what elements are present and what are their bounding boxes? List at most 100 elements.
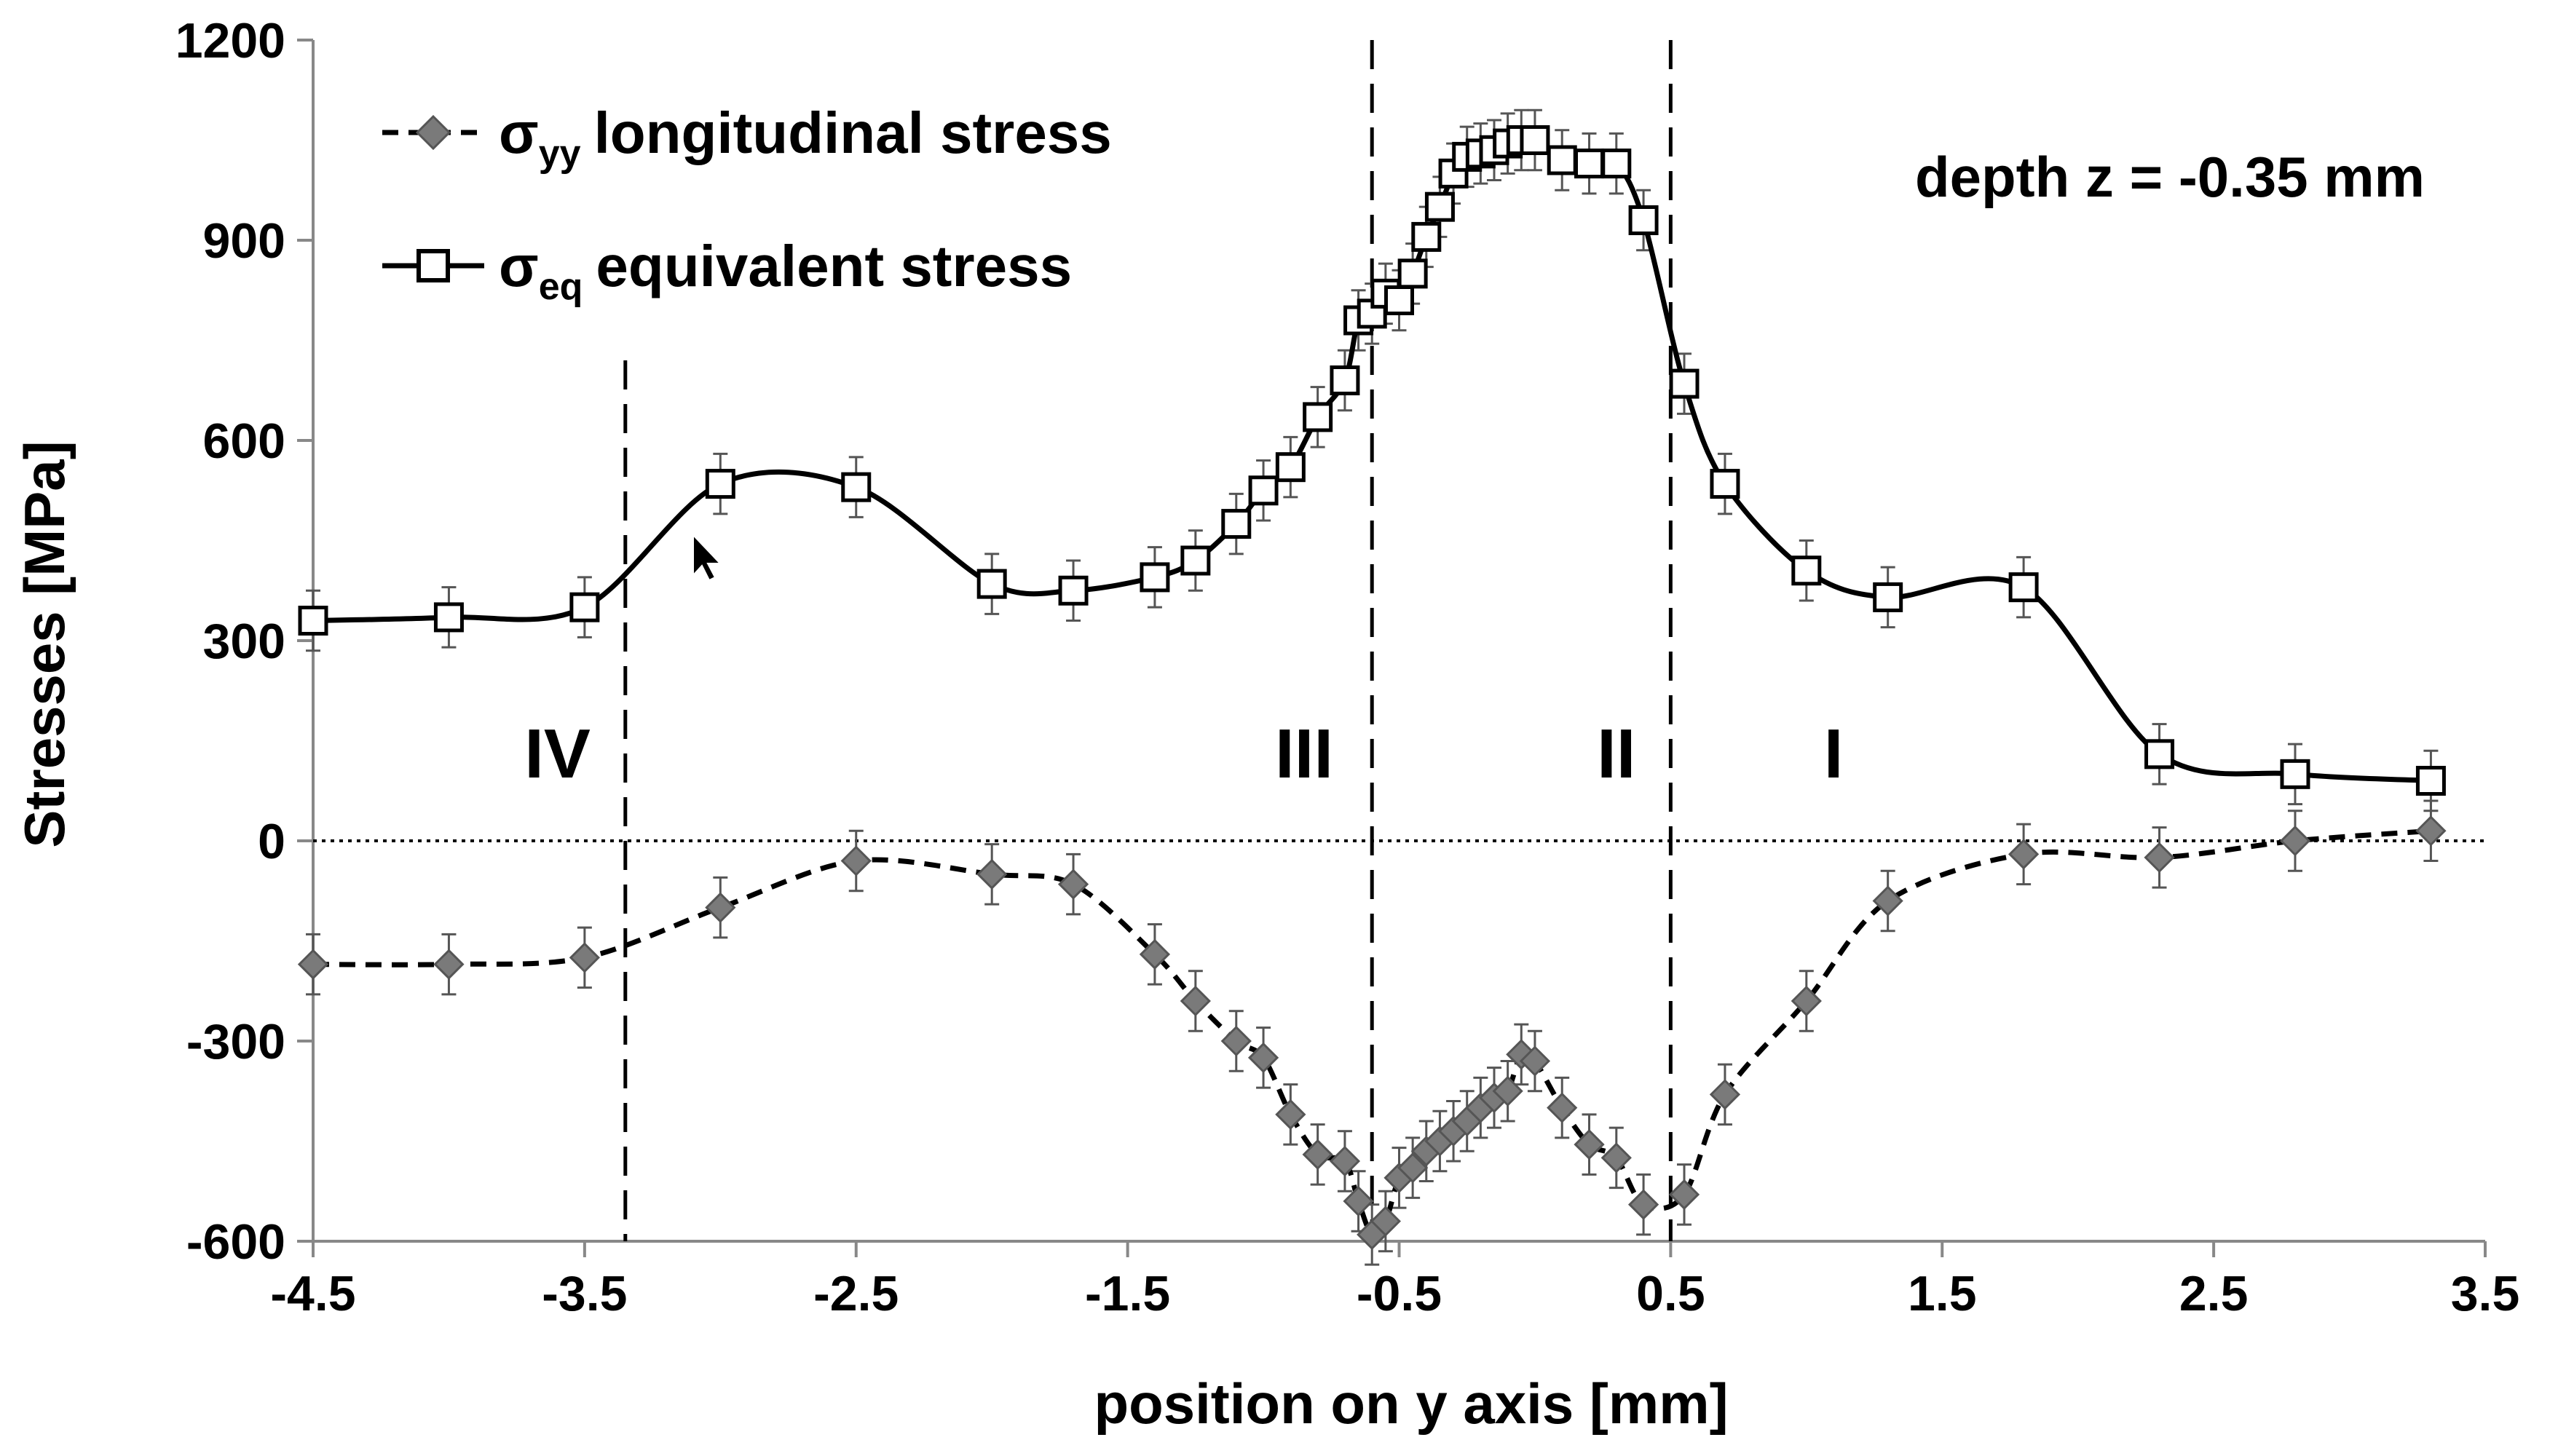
data-point-diamond — [1791, 985, 1822, 1017]
legend-item-longitudinal: σyy longitudinal stress — [382, 100, 1112, 175]
data-point-square — [976, 569, 1007, 599]
x-tick-label: 3.5 — [2451, 1266, 2520, 1321]
data-point-square — [433, 602, 464, 633]
data-point-square — [1547, 145, 1577, 175]
data-point-square — [1248, 475, 1279, 506]
data-point-diamond — [1519, 1045, 1551, 1077]
data-point-diamond — [297, 949, 329, 980]
legend-diamond-marker — [415, 114, 451, 151]
data-point-diamond — [1343, 1185, 1374, 1217]
data-point-diamond — [2008, 839, 2040, 870]
x-tick-label: -1.5 — [1085, 1266, 1170, 1321]
data-point-diamond — [2415, 815, 2447, 847]
data-point-square — [1330, 365, 1360, 395]
region-label: III — [1275, 715, 1333, 793]
x-tick-label: 1.5 — [1908, 1266, 1977, 1321]
data-point-square — [705, 469, 735, 499]
data-point-diamond — [1574, 1128, 1605, 1160]
data-point-diamond — [2144, 842, 2175, 874]
data-point-square — [841, 472, 872, 502]
y-tick-label: 600 — [203, 414, 285, 469]
data-point-square — [1424, 191, 1455, 222]
data-point-square — [1710, 469, 1740, 499]
x-tick-label: -0.5 — [1357, 1266, 1442, 1321]
data-point-square — [1303, 402, 1333, 432]
data-point-square — [1411, 221, 1442, 252]
data-point-diamond — [1709, 1079, 1741, 1110]
legend-label-equivalent: equivalent stress — [596, 234, 1072, 298]
data-point-square — [1628, 205, 1659, 235]
data-point-diamond — [433, 949, 465, 980]
mouse-cursor-icon — [692, 533, 722, 582]
data-point-diamond — [1492, 1075, 1523, 1107]
region-boundaries — [623, 40, 1673, 1241]
region-label: IV — [524, 715, 591, 793]
data-point-square — [1520, 125, 1550, 155]
y-tick-label: -600 — [186, 1214, 285, 1270]
data-point-square — [1140, 562, 1170, 593]
data-point-square — [1601, 149, 1632, 179]
data-point-square — [1397, 258, 1428, 289]
x-tick-label: -2.5 — [813, 1266, 899, 1321]
series-longitudinal-stress — [297, 799, 2447, 1266]
series-equivalent-stress — [298, 108, 2446, 812]
data-point-diamond — [1180, 985, 1211, 1017]
data-point-diamond — [1600, 1142, 1632, 1174]
data-point-diamond — [1872, 885, 1903, 917]
data-point-diamond — [840, 845, 872, 877]
region-label: II — [1597, 715, 1635, 793]
x-tick-label: 2.5 — [2179, 1266, 2249, 1321]
data-point-diamond — [1397, 1152, 1429, 1184]
data-point-diamond — [1370, 1206, 1401, 1237]
data-point-diamond — [1329, 1145, 1361, 1177]
data-point-square — [1275, 452, 1306, 483]
data-point-square — [1669, 368, 1700, 399]
x-tick-label: -4.5 — [270, 1266, 355, 1321]
data-point-diamond — [1627, 1189, 1659, 1220]
depth-annotation: depth z = -0.35 mm — [1915, 145, 2425, 209]
data-point-diamond — [1668, 1179, 1700, 1210]
data-point-square — [1384, 285, 1414, 315]
data-point-square — [1221, 509, 1252, 539]
data-point-diamond — [1139, 938, 1171, 970]
data-point-square — [2280, 759, 2310, 789]
legend-label-longitudinal: longitudinal stress — [594, 100, 1112, 165]
x-tick-label: 0.5 — [1636, 1266, 1705, 1321]
legend-sub-eq: eq — [539, 266, 583, 308]
y-tick-label: 900 — [203, 213, 285, 269]
data-point-square — [2144, 739, 2175, 769]
data-point-diamond — [1275, 1099, 1306, 1130]
x-tick-label: -3.5 — [542, 1266, 627, 1321]
legend-sub-yy: yy — [539, 132, 581, 175]
data-point-square — [2008, 572, 2039, 603]
labels-layer: -600 -300 0 300 600 900 1200 -4.5 -3.5 -2.5 -1.5 -0… — [175, 13, 2520, 1321]
y-tick-label: 300 — [203, 614, 285, 669]
data-point-diamond — [976, 858, 1008, 890]
data-point-diamond — [1057, 869, 1089, 900]
data-point-diamond — [705, 892, 736, 923]
legend-sigma-eq: σ — [499, 234, 539, 298]
data-point-square — [1180, 545, 1211, 576]
data-point-diamond — [1247, 1042, 1279, 1074]
data-point-square — [1058, 575, 1089, 606]
legend-item-equivalent: σeq equivalent stress — [382, 234, 1072, 308]
y-tick-label: -300 — [186, 1014, 285, 1069]
series-layer — [297, 108, 2447, 1266]
region-label: I — [1824, 715, 1844, 793]
data-point-square — [298, 606, 328, 636]
data-point-diamond — [569, 942, 600, 973]
legend-sigma-yy: σ — [499, 100, 539, 165]
data-point-square — [1873, 582, 1903, 612]
y-axis-title: Stresses [MPa] — [12, 440, 76, 847]
data-point-square — [2415, 766, 2446, 796]
data-point-diamond — [1302, 1139, 1333, 1170]
y-tick-label: 0 — [258, 814, 285, 869]
data-point-diamond — [2279, 825, 2311, 857]
data-point-diamond — [1547, 1092, 1578, 1123]
x-axis-title: position on y axis [mm] — [1094, 1372, 1728, 1436]
legend: σyy longitudinal stress σeq equivalent str… — [382, 100, 1112, 308]
data-point-square — [569, 592, 600, 622]
data-point-diamond — [1220, 1025, 1252, 1057]
